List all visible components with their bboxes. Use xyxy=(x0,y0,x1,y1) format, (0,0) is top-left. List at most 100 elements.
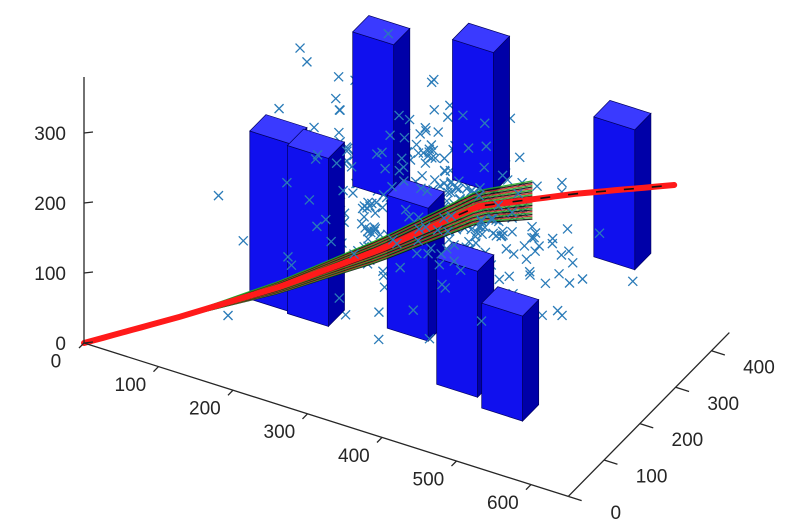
scatter-point xyxy=(283,251,293,262)
scatter-point xyxy=(498,230,508,240)
scatter-point xyxy=(564,278,575,288)
scatter-point xyxy=(476,316,487,326)
y-tick-label: 300 xyxy=(707,394,739,415)
scatter-point xyxy=(457,110,468,121)
scatter-point xyxy=(474,190,485,201)
scatter-point xyxy=(420,122,431,133)
trajectory-overlay-line xyxy=(458,184,675,216)
scatter-point xyxy=(424,333,435,344)
scatter-point xyxy=(567,257,578,268)
scatter-point xyxy=(415,128,426,139)
x-tick-mark xyxy=(376,436,383,443)
scatter-point xyxy=(370,208,381,219)
scatter-point xyxy=(286,260,297,271)
scatter-point xyxy=(540,278,551,289)
scatter-point xyxy=(295,43,306,53)
scatter-point xyxy=(504,271,515,282)
scatter-point xyxy=(371,197,382,208)
scatter-point xyxy=(414,224,425,234)
scatter-point xyxy=(426,77,437,88)
scatter-point xyxy=(449,240,460,250)
scatter-point xyxy=(387,234,398,245)
scatter-point xyxy=(411,139,422,150)
x-tick-mark xyxy=(78,342,85,349)
scatter-point xyxy=(326,236,337,247)
scatter-point xyxy=(396,153,407,164)
scatter-point xyxy=(513,188,524,199)
scatter-point xyxy=(341,146,352,157)
x-tick-mark xyxy=(153,366,159,373)
scatter-point xyxy=(519,240,530,251)
scatter-point xyxy=(527,221,538,232)
x-tick-mark xyxy=(227,389,234,396)
scatter-point xyxy=(446,211,457,221)
y-tick-label: 400 xyxy=(743,357,775,378)
scatter-point xyxy=(557,177,567,188)
scatter-point xyxy=(378,270,389,281)
x-tick-label: 600 xyxy=(487,493,519,514)
scatter-point xyxy=(426,140,437,150)
x-tick-label: 100 xyxy=(115,375,147,396)
scatter-point xyxy=(333,127,344,138)
scatter-point xyxy=(534,241,545,251)
scatter-point xyxy=(373,307,384,318)
scatter-point xyxy=(422,186,433,197)
x-tick-label: 500 xyxy=(413,469,445,490)
z-tick-mark xyxy=(83,201,94,204)
scatter-point xyxy=(475,182,485,193)
scatter-point xyxy=(377,147,388,158)
scatter-point xyxy=(537,310,548,321)
scatter-point xyxy=(417,170,428,181)
scatter-point xyxy=(524,266,535,277)
scatter-point xyxy=(421,125,431,136)
scatter-point xyxy=(424,147,435,158)
scatter-point xyxy=(463,143,474,154)
scatter-point xyxy=(365,227,376,238)
y-tick-label: 100 xyxy=(636,467,668,488)
scatter-point xyxy=(434,259,445,270)
scatter-point xyxy=(377,202,388,213)
scatter-point xyxy=(304,194,315,205)
scatter-point xyxy=(556,250,567,260)
scatter-point xyxy=(301,56,312,67)
scatter-point xyxy=(420,158,431,169)
scatter-point xyxy=(310,154,321,165)
bar xyxy=(451,22,511,194)
scatter-point xyxy=(416,183,426,194)
scatter-point xyxy=(507,207,518,218)
scatter-point xyxy=(529,232,540,243)
scatter-point xyxy=(411,248,422,259)
scatter-point xyxy=(547,233,558,244)
scatter-point xyxy=(440,282,451,293)
scatter-point xyxy=(433,127,444,137)
scatter-point xyxy=(432,225,443,236)
x-tick-label: 300 xyxy=(264,422,296,443)
scatter-point xyxy=(486,214,497,225)
scatter-point xyxy=(311,221,322,232)
scatter-point xyxy=(330,93,341,104)
scatter-point xyxy=(338,185,349,196)
scatter-point xyxy=(441,243,452,254)
y-tick-label: 0 xyxy=(610,503,621,524)
scatter-point xyxy=(356,218,367,229)
scatter-point xyxy=(394,165,405,176)
x-tick-label: 0 xyxy=(51,351,62,372)
scatter-point xyxy=(487,213,498,224)
scatter-point xyxy=(413,235,424,246)
scatter-point xyxy=(526,232,537,243)
scatter-point xyxy=(477,229,488,240)
scatter-point xyxy=(463,236,474,247)
scatter-point xyxy=(552,305,563,316)
scatter-point xyxy=(453,176,464,187)
scatter-point xyxy=(238,235,249,246)
scatter-point xyxy=(476,216,487,227)
z-tick-mark xyxy=(83,341,94,344)
scatter-point xyxy=(429,174,440,185)
scatter-point xyxy=(525,270,536,281)
scatter-point xyxy=(346,161,357,172)
scatter-point xyxy=(399,132,410,143)
scatter-point xyxy=(309,122,320,133)
y-tick-mark xyxy=(568,495,582,502)
scatter-point xyxy=(213,190,224,201)
